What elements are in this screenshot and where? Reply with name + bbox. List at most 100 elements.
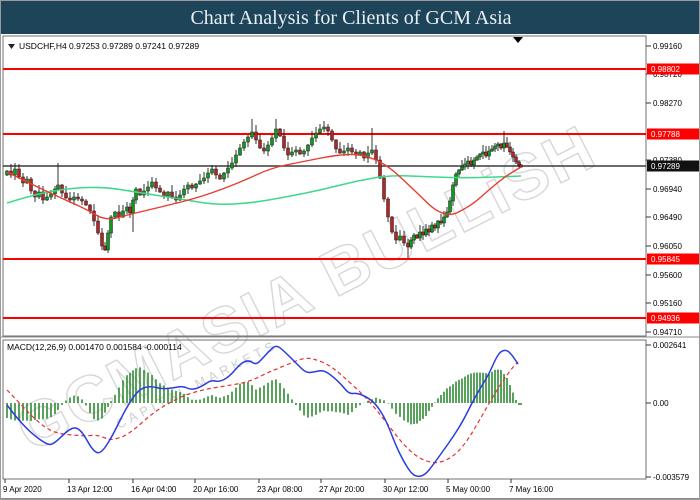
page-title: Chart Analysis for Clients of GCM Asia (190, 7, 511, 29)
candle-bear (505, 142, 509, 148)
time-tick-label: 5 May 00:00 (446, 485, 491, 494)
candle-bear (218, 174, 222, 180)
time-tick-label: 23 Apr 08:00 (257, 485, 303, 494)
candle-bull (121, 210, 125, 218)
watermark-main-text: GCMASIA BULLiSH (5, 111, 608, 466)
candle-bear (103, 245, 107, 251)
candle-bear (378, 159, 382, 179)
candle-bull (72, 196, 76, 201)
candle-bull (409, 239, 413, 248)
candle-bear (338, 148, 342, 154)
candle-bull (418, 231, 422, 239)
candle-bull (222, 172, 226, 180)
candle-bear (406, 242, 410, 248)
candle-bear (117, 211, 121, 218)
candle-bear (68, 197, 72, 201)
candle-bull (412, 234, 416, 241)
title-bar: Chart Analysis for Clients of GCM Asia (1, 1, 699, 34)
time-tick-label: 9 Apr 2020 (3, 485, 42, 494)
candle-bull (150, 181, 154, 188)
price-chart-panel[interactable] (2, 35, 647, 337)
price-tick-label: 0.95600 (653, 271, 682, 280)
candle-bull (134, 188, 138, 201)
candle-bear (415, 234, 419, 239)
candle-bear (390, 216, 394, 233)
candle-bull (210, 168, 214, 174)
candle-bull (302, 150, 306, 155)
candle-bull (186, 184, 190, 190)
candle-bull (457, 169, 461, 175)
price-tick-label: 0.99160 (653, 42, 682, 51)
candle-bull (194, 183, 198, 189)
macd-plot-border (2, 339, 647, 480)
time-tick-label: 7 May 16:00 (509, 485, 554, 494)
candle-bull (424, 228, 428, 236)
ma-fast-red-line (6, 153, 522, 220)
candle-bull (502, 142, 506, 149)
candle-bear (190, 184, 194, 189)
candle-bull (106, 232, 110, 251)
candle-bear (334, 139, 338, 150)
price-tick-label: 0.96050 (653, 242, 682, 251)
candle-bull (460, 166, 464, 171)
price-tick-label: 0.95160 (653, 299, 682, 308)
candle-bear (514, 156, 518, 163)
candle-bear (511, 151, 515, 158)
current-price-badge (647, 160, 699, 172)
candle-bull (166, 191, 170, 197)
price-plot-border (2, 35, 647, 337)
candle-bull (346, 147, 350, 152)
candle-bull (481, 151, 485, 155)
candle-bear (394, 231, 398, 241)
candle-bear (499, 143, 503, 149)
candle-bear (517, 161, 521, 166)
candle-bull (475, 156, 479, 161)
candle-bull (342, 150, 346, 154)
price-axis: 0.991600.987200.982700.973800.969400.964… (646, 42, 699, 482)
candle-bull (226, 167, 230, 174)
candle-bull (198, 180, 202, 185)
symbol-dropdown-icon[interactable] (8, 44, 15, 49)
candle-bull (314, 132, 318, 139)
macd-panel[interactable] (1, 336, 700, 480)
candle-bear (508, 146, 512, 153)
candle-bull (294, 149, 298, 153)
candle-bull (310, 137, 314, 146)
candle-bull (45, 196, 49, 201)
candle-bull (266, 144, 270, 152)
candle-bull (398, 235, 402, 241)
candle-bear (128, 206, 132, 214)
ma-slow-green-line (6, 174, 522, 206)
candle-bull (487, 150, 491, 157)
candle-bull (230, 162, 234, 169)
candle-bull (370, 149, 374, 154)
candle-bear (17, 168, 21, 178)
candle-bull (246, 136, 250, 143)
candle-bull (490, 148, 494, 152)
candle-bull (366, 152, 370, 159)
candle-bear (282, 135, 286, 149)
candle-bear (158, 187, 162, 193)
candle-bull (463, 163, 467, 168)
candle-bear (80, 198, 84, 202)
candle-bull (242, 141, 246, 149)
candle-bull (436, 220, 440, 229)
candle-bull (125, 206, 129, 212)
candle-bull (131, 199, 135, 214)
time-tick-label: 27 Apr 20:00 (319, 485, 365, 494)
candle-bear (170, 191, 174, 198)
candle-bear (326, 126, 330, 132)
candle-bear (278, 128, 282, 137)
candle-bear (96, 220, 100, 234)
candle-bull (451, 184, 455, 202)
candle-bear (88, 204, 92, 212)
candle-bull (448, 200, 452, 213)
macd-readout: MACD(12,26,9) 0.001470 0.001584 -0.00011… (7, 342, 182, 352)
candle-bull (306, 144, 310, 152)
time-tick-label: 16 Apr 04:00 (131, 485, 177, 494)
price-tick-label: 0.94710 (653, 328, 682, 337)
candle-bear (162, 191, 166, 197)
